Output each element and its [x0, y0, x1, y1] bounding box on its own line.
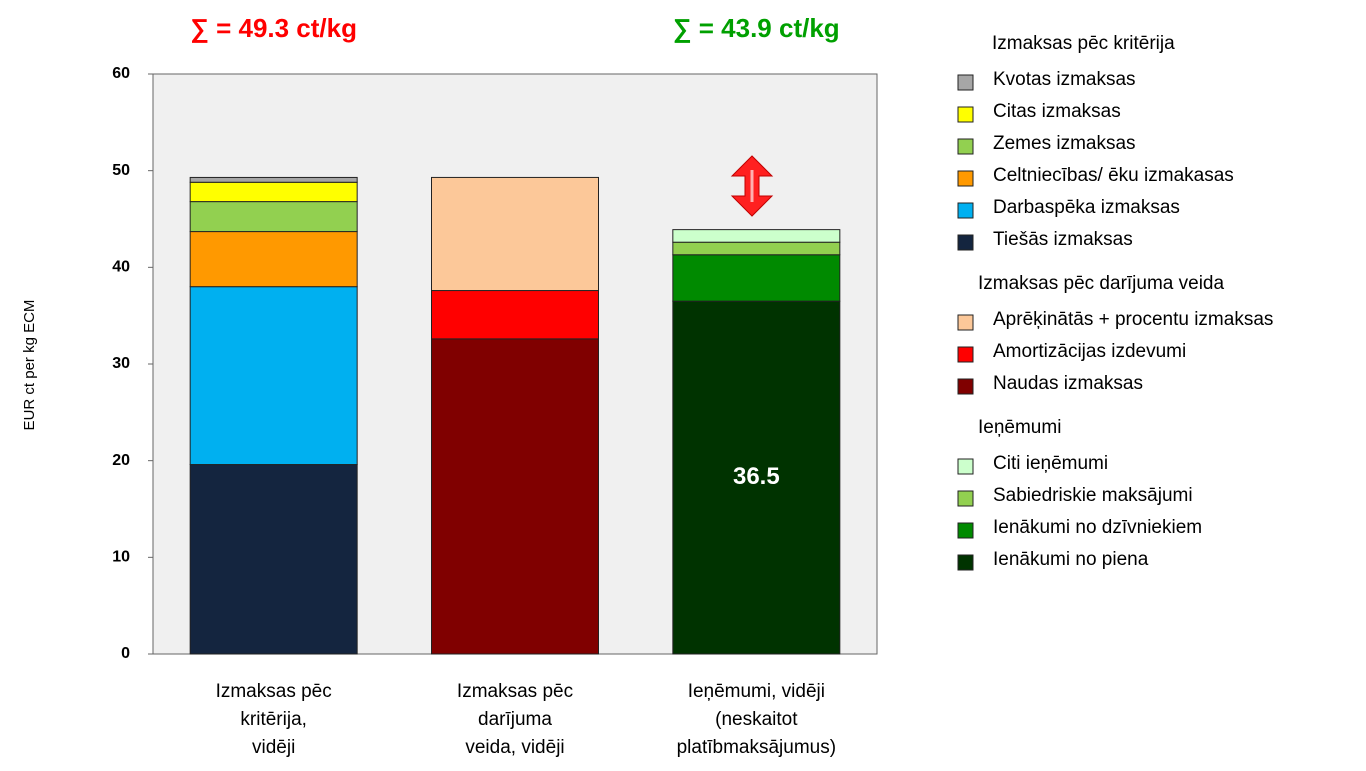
legend-label: Amortizācijas izdevumi — [993, 341, 1186, 362]
y-tick-label: 0 — [121, 645, 130, 662]
bar-segment — [672, 300, 841, 655]
x-tick-label: (neskaitot — [715, 709, 798, 730]
annotation: ∑ = 43.9 ct/kg — [673, 13, 840, 43]
x-tick-label: darījuma — [478, 709, 552, 730]
bar-segment — [672, 254, 841, 302]
legend-swatch — [957, 458, 974, 475]
y-tick-label: 20 — [112, 452, 130, 469]
legend-swatch — [957, 346, 974, 363]
legend-label: Zemes izmaksas — [993, 133, 1136, 154]
bar-segment — [431, 290, 599, 340]
legend-label: Citi ieņēmumi — [993, 453, 1108, 474]
legend-label: Kvotas izmaksas — [993, 69, 1136, 90]
bar-segment — [672, 229, 841, 243]
bar-segment — [189, 231, 358, 288]
legend-swatch — [957, 138, 974, 155]
legend-heading: Ieņēmumi — [978, 417, 1061, 438]
y-axis-label: EUR ct per kg ECM — [21, 300, 38, 431]
legend-swatch — [957, 106, 974, 123]
legend-heading: Izmaksas pēc darījuma veida — [978, 273, 1224, 294]
legend-swatch — [957, 522, 974, 539]
legend-label: Aprēķinātās + procentu izmaksas — [993, 309, 1273, 330]
legend-label: Citas izmaksas — [993, 101, 1121, 122]
legend-heading: Izmaksas pēc kritērija — [992, 33, 1175, 54]
annotation: ∑ = 49.3 ct/kg — [190, 13, 357, 43]
y-tick-label: 10 — [112, 549, 130, 566]
bar-segment — [189, 181, 358, 203]
legend-swatch — [957, 554, 974, 571]
legend-label: Celtniecības/ ēku izmakasas — [993, 165, 1234, 186]
legend-label: Sabiedriskie maksājumi — [993, 485, 1193, 506]
bar-segment — [431, 176, 599, 292]
legend-label: Ienākumi no piena — [993, 549, 1149, 570]
legend-label: Tiešās izmaksas — [993, 229, 1133, 250]
x-tick-label: Izmaksas pēc — [216, 681, 332, 702]
legend-swatch — [957, 202, 974, 219]
legend-swatch — [957, 378, 974, 395]
bar-segment — [189, 176, 358, 183]
x-tick-label: vidēji — [252, 737, 295, 758]
legend-swatch — [957, 490, 974, 507]
data-label: 36.5 — [733, 463, 780, 490]
bar-segment — [189, 464, 358, 655]
legend-label: Ienākumi no dzīvniekiem — [993, 517, 1202, 538]
y-tick-label: 30 — [112, 355, 130, 372]
bar-segment — [189, 286, 358, 466]
x-tick-label: Izmaksas pēc — [457, 681, 573, 702]
bar-segment — [672, 241, 841, 256]
y-tick-label: 40 — [112, 259, 130, 276]
bar-segment — [431, 338, 599, 655]
legend-swatch — [957, 234, 974, 251]
y-tick-label: 60 — [112, 65, 130, 82]
x-tick-label: kritērija, — [240, 709, 307, 730]
x-tick-label: Ieņēmumi, vidēji — [688, 681, 825, 702]
x-tick-label: veida, vidēji — [465, 737, 564, 758]
legend-label: Naudas izmaksas — [993, 373, 1143, 394]
y-tick-label: 50 — [112, 162, 130, 179]
difference-arrow — [730, 155, 774, 217]
legend-swatch — [957, 314, 974, 331]
legend-swatch — [957, 74, 974, 91]
legend-swatch — [957, 170, 974, 187]
x-tick-label: platībmaksājumus) — [677, 737, 836, 758]
bar-segment — [189, 201, 358, 233]
legend-label: Darbaspēka izmaksas — [993, 197, 1180, 218]
